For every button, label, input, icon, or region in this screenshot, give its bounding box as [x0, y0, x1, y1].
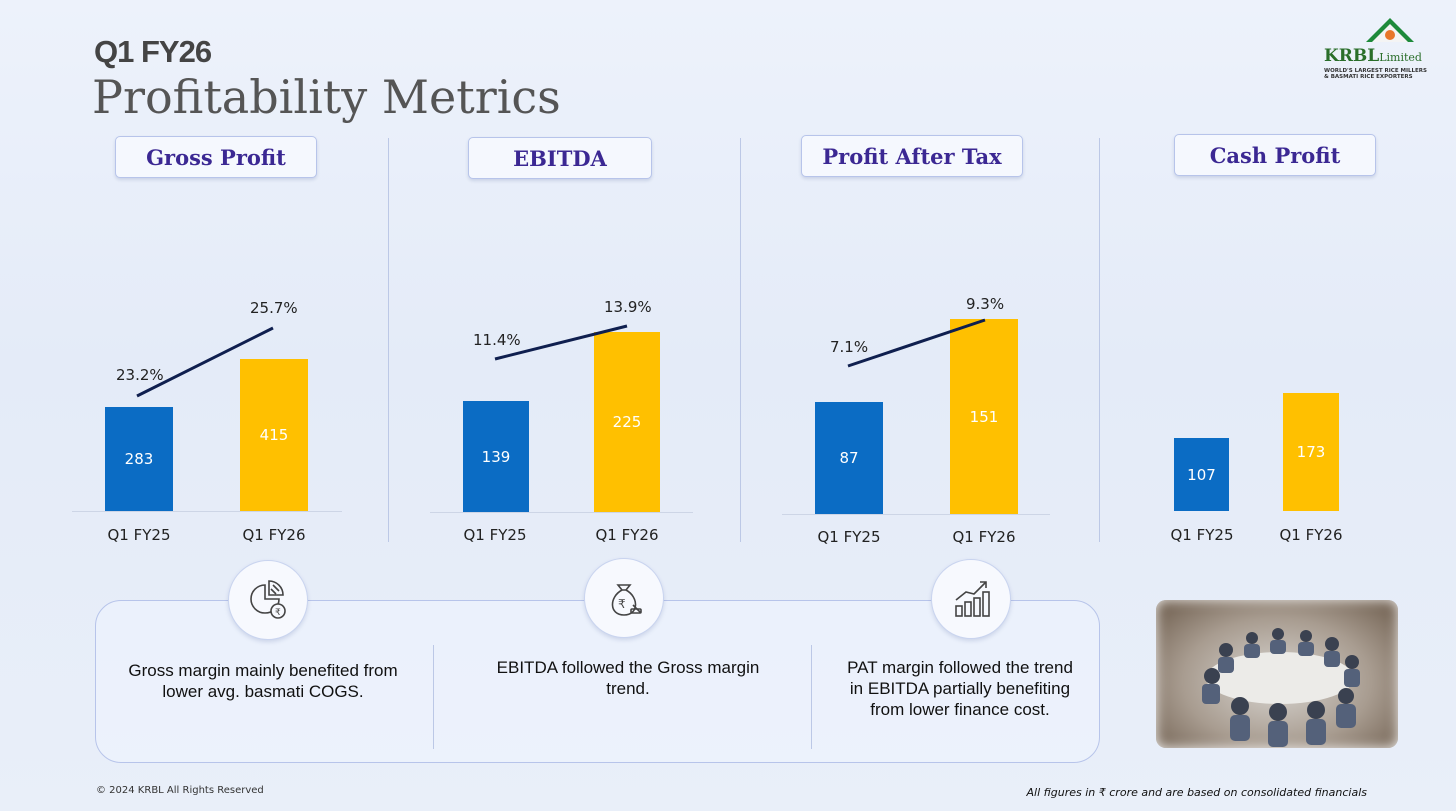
x-label: Q1 FY25: [817, 528, 881, 546]
pat-margin-q1fy26: 9.3%: [966, 295, 1005, 313]
x-label: Q1 FY26: [952, 528, 1016, 546]
cash-profit-title: Cash Profit: [1174, 134, 1376, 176]
logo-tagline: WORLD'S LARGEST RICE MILLERS & BASMATI RI…: [1324, 68, 1427, 80]
commentary-separator: [811, 645, 812, 749]
svg-text:₹: ₹: [275, 608, 281, 618]
panel-separator: [388, 138, 389, 542]
x-label: Q1 FY25: [107, 526, 171, 544]
ebitda-title: EBITDA: [468, 137, 652, 179]
pie-chart-rupee-icon: ₹: [228, 560, 308, 640]
page-subtitle: Q1 FY26: [94, 34, 212, 69]
svg-text:₹: ₹: [618, 597, 626, 611]
ebitda-margin-q1fy25: 11.4%: [473, 331, 521, 349]
krbl-logo: KRBLLimited WORLD'S LARGEST RICE MILLERS…: [1318, 16, 1436, 86]
pat-bar-q1fy26: 151: [950, 319, 1018, 514]
gross-profit-bar-q1fy26: 415: [240, 359, 308, 511]
page-title: Profitability Metrics: [92, 70, 561, 124]
panel-separator: [1099, 138, 1100, 542]
pat-margin-q1fy25: 7.1%: [830, 338, 869, 356]
cash-profit-bar-q1fy25: 107: [1174, 438, 1229, 511]
note-ebitda: EBITDA followed the Gross margin trend.: [496, 658, 760, 698]
logo-brand: KRBLLimited: [1324, 46, 1422, 66]
growth-chart-icon: [931, 559, 1011, 639]
money-bag-rupee-icon: ₹: [584, 558, 664, 638]
pat-bar-q1fy25: 87: [815, 402, 883, 514]
commentary-separator: [433, 645, 434, 749]
pat-title: Profit After Tax: [801, 135, 1023, 177]
x-label: Q1 FY25: [463, 526, 527, 544]
gross-margin-q1fy25: 23.2%: [116, 366, 164, 384]
ebitda-margin-q1fy26: 13.9%: [604, 298, 652, 316]
chart-baseline: [72, 511, 342, 512]
gross-profit-bar-q1fy25: 283: [105, 407, 173, 511]
ebitda-margin-trend-line: [494, 324, 628, 361]
note-pat: PAT margin followed the trend in EBITDA …: [847, 658, 1073, 719]
chart-baseline: [430, 512, 693, 513]
cash-profit-bar-q1fy26: 173: [1283, 393, 1339, 511]
x-label: Q1 FY26: [1279, 526, 1343, 544]
pat-margin-trend-line: [847, 318, 986, 368]
x-label: Q1 FY25: [1170, 526, 1234, 544]
note-gross-margin: Gross margin mainly benefited from lower…: [128, 661, 398, 701]
ebitda-bar-q1fy25: 139: [463, 401, 529, 512]
x-label: Q1 FY26: [595, 526, 659, 544]
x-label: Q1 FY26: [242, 526, 306, 544]
gross-profit-title: Gross Profit: [115, 136, 317, 178]
boardroom-meeting-photo: [1156, 600, 1398, 748]
ebitda-bar-q1fy26: 225: [594, 332, 660, 512]
disclaimer-text: All figures in ₹ crore and are based on …: [1026, 786, 1367, 799]
gross-margin-q1fy26: 25.7%: [250, 299, 298, 317]
copyright-text: © 2024 KRBL All Rights Reserved: [96, 785, 264, 796]
panel-separator: [740, 138, 741, 542]
chart-baseline: [782, 514, 1050, 515]
gross-margin-trend-line: [136, 326, 274, 398]
logo-emblem-icon: [1366, 18, 1414, 42]
